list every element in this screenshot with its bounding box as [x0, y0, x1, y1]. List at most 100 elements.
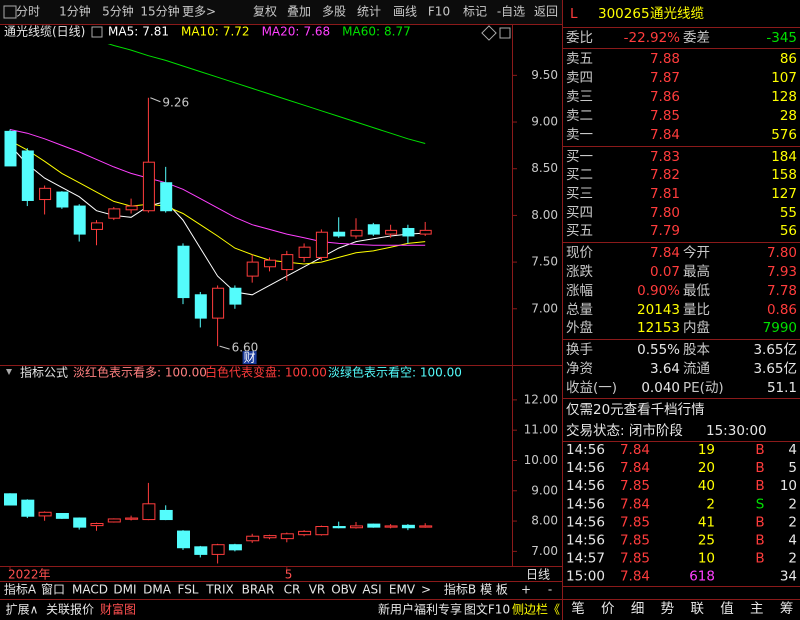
toolbar-button[interactable]: 15分钟	[140, 4, 179, 19]
field-label: 内盘	[683, 319, 710, 336]
indicator-tab[interactable]: VR	[309, 583, 326, 597]
legend-name: MA10:	[181, 25, 219, 39]
book-label: 买五	[566, 223, 593, 239]
trade-count: 34	[780, 569, 797, 585]
quote-tab[interactable]: 筹	[780, 600, 794, 617]
indicator-tab[interactable]: BRAR	[242, 583, 275, 597]
indicator-tab[interactable]: 模 板	[480, 583, 508, 597]
field-value: 3.65亿	[753, 361, 797, 377]
toolbar-button[interactable]: 画线	[393, 5, 417, 19]
footer-link[interactable]: 图文F10	[464, 602, 510, 617]
field-label: 涨跌	[566, 264, 594, 280]
quote-tab[interactable]: 联	[690, 601, 704, 617]
y-tick-label: 10.00	[524, 453, 558, 467]
toolbar-button[interactable]: F10	[428, 5, 450, 19]
candle-body	[107, 518, 121, 523]
footer-link[interactable]: 侧边栏《	[512, 602, 560, 617]
candle-body	[419, 525, 433, 528]
indicator-tab[interactable]: FSL	[178, 583, 199, 597]
field-value: 0.86	[767, 302, 797, 318]
trade-volume: 2	[706, 496, 715, 512]
toolbar-button[interactable]: 更多>	[182, 5, 216, 19]
indicator-tab[interactable]: 指标A	[4, 582, 37, 597]
trade-volume: 618	[689, 569, 715, 585]
quote-tab[interactable]: 细	[631, 601, 645, 617]
quote-tab[interactable]: 主	[750, 601, 764, 617]
indicator-tab[interactable]: -	[548, 583, 552, 597]
event-marker-bg	[242, 351, 257, 365]
book-volume: 55	[780, 205, 797, 221]
tool-icon[interactable]	[481, 25, 497, 41]
book-price: 7.80	[650, 205, 680, 221]
toolbar-button[interactable]: 复权	[253, 5, 277, 19]
trade-volume: 10	[698, 551, 715, 567]
field-label: 股本	[683, 342, 711, 358]
trade-volume: 19	[698, 442, 715, 458]
tool-icon[interactable]	[499, 27, 511, 39]
field-label: 总量	[566, 302, 593, 318]
quote-tab[interactable]: 价	[601, 601, 615, 617]
indicator-tab[interactable]: ASI	[362, 583, 381, 597]
event-marker[interactable]: 财	[244, 351, 256, 365]
footer-tab[interactable]: 财富图	[100, 602, 136, 617]
trade-time: 14:56	[566, 460, 605, 476]
field-value: 0.55%	[637, 342, 680, 358]
indicator-tab[interactable]: OBV	[331, 583, 357, 597]
indicator-tab[interactable]: TRIX	[205, 583, 233, 597]
trade-count: 10	[780, 478, 797, 494]
trade-volume: 25	[698, 533, 715, 549]
field-value: 7.80	[767, 245, 797, 261]
toolbar-button[interactable]: -自选	[497, 5, 525, 19]
candle-body	[38, 511, 52, 517]
x-tick-label: 2022年	[8, 568, 51, 582]
indicator-tab[interactable]: 指标B	[444, 582, 476, 597]
quote-tab[interactable]: 势	[661, 601, 675, 617]
trade-volume: 20	[698, 460, 715, 476]
quote-tab[interactable]: 值	[720, 601, 734, 617]
indicator-tab[interactable]: +	[521, 583, 531, 597]
field-value: 7.93	[767, 264, 797, 280]
indicator-dropdown[interactable]	[6, 369, 12, 375]
indicator-tab[interactable]: >	[421, 583, 431, 597]
candle-body	[4, 493, 17, 506]
candle-body	[211, 544, 225, 555]
candle-body	[246, 535, 260, 542]
toolbar-button[interactable]: 分时	[16, 5, 40, 19]
stock-code: 300265	[598, 6, 650, 22]
toolbar-button[interactable]: 标记	[463, 5, 487, 19]
trade-volume: 41	[698, 514, 715, 530]
y-tick-label: 8.00	[531, 514, 558, 528]
toolbar-button[interactable]: 5分钟	[102, 4, 134, 19]
book-price: 7.81	[650, 186, 680, 202]
indicator-tab[interactable]: MACD	[72, 583, 108, 597]
toolbar-button[interactable]: 叠加	[287, 5, 311, 19]
footer-link[interactable]: 新用户福利专享	[378, 602, 462, 617]
book-price: 7.83	[650, 149, 680, 165]
toolbar-button[interactable]: 1分钟	[59, 4, 91, 19]
toolbar-button[interactable]: 多股	[322, 5, 346, 19]
indicator-tab[interactable]: EMV	[389, 583, 416, 597]
promo-link[interactable]: 仅需20元查看千档行情	[566, 402, 705, 418]
trade-time: 15:00	[566, 569, 605, 585]
candle-body	[384, 525, 398, 528]
candle-body	[177, 245, 190, 299]
field-label: 量比	[683, 302, 710, 318]
indicator-tab[interactable]: DMA	[143, 583, 172, 597]
candle-body	[350, 525, 363, 529]
ma-settings-icon[interactable]	[91, 26, 103, 38]
field-value: 0.90%	[637, 283, 680, 299]
footer-tab[interactable]: 关联报价	[46, 602, 94, 617]
toolbar-button[interactable]: 统计	[357, 5, 381, 19]
footer-tab[interactable]: 扩展∧	[6, 603, 39, 617]
menu-icon[interactable]	[3, 5, 17, 19]
quote-tab[interactable]: 笔	[571, 601, 585, 617]
toolbar-button[interactable]: 返回	[534, 5, 558, 19]
book-volume: 28	[780, 108, 797, 124]
indicator-tab[interactable]: CR	[284, 583, 301, 597]
indicator-tab[interactable]: 窗口	[41, 583, 65, 597]
y-tick-label: 12.00	[524, 392, 558, 406]
indicator-tab[interactable]: DMI	[113, 583, 136, 597]
book-volume: 184	[771, 149, 797, 165]
